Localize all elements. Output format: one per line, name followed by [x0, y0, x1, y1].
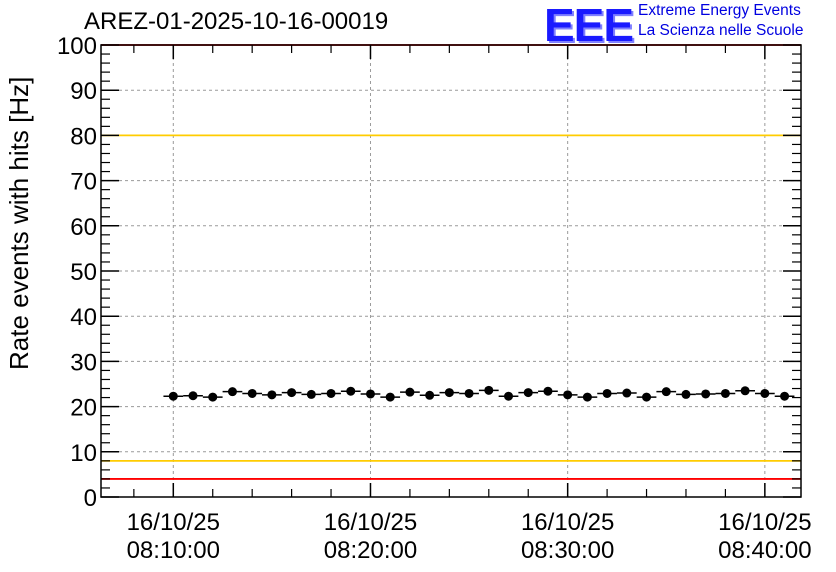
data-point: [676, 389, 696, 399]
data-point-marker: [208, 392, 218, 402]
data-point: [340, 386, 361, 396]
data-point-marker: [760, 388, 770, 398]
data-point: [380, 392, 401, 402]
data-point: [262, 390, 282, 400]
data-point-marker: [326, 388, 336, 398]
data-point-marker: [661, 387, 671, 397]
data-point: [360, 389, 381, 399]
x-tick-label-time: 08:30:00: [521, 537, 614, 564]
y-tick-label: 40: [70, 304, 97, 331]
y-tick-label: 10: [70, 440, 97, 467]
data-point-marker: [602, 388, 612, 398]
data-point: [774, 391, 795, 401]
data-point-marker: [681, 389, 691, 399]
data-point-marker: [720, 388, 730, 398]
data-point: [616, 388, 637, 398]
eee-logo: EEE Extreme Energy Events La Scienza nel…: [544, 0, 834, 51]
data-point-marker: [444, 388, 454, 398]
data-point: [538, 386, 558, 396]
data-point: [301, 389, 322, 399]
data-point-marker: [365, 389, 375, 399]
axis-ticks: [101, 44, 801, 498]
data-point: [695, 389, 716, 399]
x-tick-label-date: 16/10/25: [127, 509, 220, 536]
data-point-marker: [504, 391, 514, 401]
logo-line-2: La Scienza nelle Scuole: [638, 22, 804, 39]
data-point-marker: [701, 389, 711, 399]
data-point-marker: [188, 391, 198, 401]
data-point: [202, 392, 223, 402]
data-point: [518, 388, 539, 398]
logo-mark: EEE: [544, 0, 634, 51]
y-tick-label: 60: [70, 214, 97, 241]
data-point-marker: [425, 390, 435, 400]
data-point-marker: [287, 388, 297, 398]
y-tick-label: 80: [70, 123, 97, 150]
data-point-marker: [168, 391, 178, 401]
data-point: [439, 388, 460, 398]
data-point-marker: [622, 388, 632, 398]
x-tick-label-time: 08:20:00: [324, 537, 417, 564]
data-point-marker: [247, 388, 257, 398]
data-point: [735, 386, 755, 396]
x-tick-label-date: 16/10/25: [521, 509, 614, 536]
data-point: [459, 388, 479, 398]
chart-title: AREZ-01-2025-10-16-00019: [84, 8, 389, 35]
data-point-marker: [523, 388, 533, 398]
data-point-marker: [740, 386, 750, 396]
data-points: [163, 385, 795, 402]
x-tick-label-date: 16/10/25: [718, 509, 811, 536]
logo-line-1: Extreme Energy Events: [638, 2, 801, 19]
x-tick-label-date: 16/10/25: [324, 509, 417, 536]
data-point-marker: [642, 392, 652, 402]
data-point: [715, 388, 736, 398]
y-tick-label: 70: [70, 169, 97, 196]
tick-labels: 010203040506070809010016/10/2508:10:0016…: [57, 33, 812, 564]
y-tick-label: 90: [70, 78, 97, 105]
data-point-marker: [582, 392, 592, 402]
y-tick-label: 30: [70, 349, 97, 376]
data-point-marker: [306, 389, 316, 399]
data-point: [597, 388, 617, 398]
data-point-marker: [346, 386, 356, 396]
y-tick-label: 20: [70, 395, 97, 422]
data-point-marker: [385, 392, 395, 402]
data-point: [636, 392, 657, 402]
y-tick-label: 0: [84, 485, 97, 512]
data-point: [656, 387, 677, 397]
data-point: [557, 390, 578, 400]
data-point-marker: [405, 387, 415, 397]
data-point: [478, 385, 499, 395]
data-point-marker: [267, 390, 277, 400]
data-point: [419, 390, 440, 400]
y-axis-label: Rate events with hits [Hz]: [4, 76, 34, 370]
data-point: [754, 388, 775, 398]
data-point: [498, 391, 519, 401]
data-point-marker: [563, 390, 573, 400]
data-point: [577, 392, 598, 402]
grid-lines: [101, 45, 801, 497]
y-tick-label: 50: [70, 259, 97, 286]
x-tick-label-time: 08:40:00: [718, 537, 811, 564]
y-tick-label: 100: [57, 33, 97, 60]
data-point: [183, 391, 203, 401]
data-point: [321, 388, 341, 398]
data-point: [163, 391, 184, 401]
data-point: [281, 388, 302, 398]
reference-lines: [101, 44, 801, 480]
data-point: [242, 388, 263, 398]
data-point-marker: [543, 386, 553, 396]
data-point: [400, 387, 420, 397]
data-point-marker: [780, 391, 790, 401]
data-point-marker: [227, 387, 237, 397]
data-point-marker: [464, 388, 474, 398]
data-point: [222, 387, 243, 397]
x-tick-label-time: 08:10:00: [127, 537, 220, 564]
data-point-marker: [484, 385, 494, 395]
